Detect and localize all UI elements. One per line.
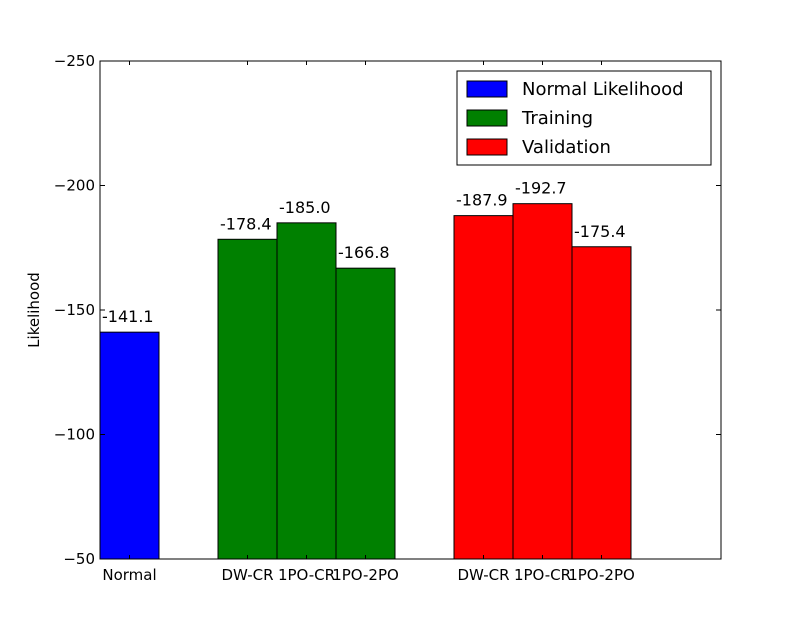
x-tick-label: DW-CR (457, 566, 509, 584)
legend-swatch-normal-likelihood (466, 80, 508, 98)
bar-value-label: -185.0 (279, 198, 331, 217)
x-tick-label: 1PO-2PO (332, 566, 399, 584)
bar-normal-likelihood-normal (99, 331, 160, 560)
x-tick-label: Normal (102, 566, 156, 584)
bar-validation-1po-2po (571, 246, 632, 560)
x-tick-label: 1PO-CR (278, 566, 335, 584)
y-tick-label: −150 (54, 301, 95, 319)
bar-value-label: -192.7 (515, 179, 567, 198)
bar-value-label: -178.4 (220, 214, 272, 233)
legend-label-training: Training (521, 108, 593, 129)
y-tick-label: −250 (54, 52, 95, 70)
bar-training-1po-cr (276, 222, 337, 560)
y-axis-ticks: −250 −200 −150 −100 −50 (54, 52, 721, 568)
legend-label-normal-likelihood: Normal Likelihood (522, 79, 684, 100)
bar-labels-group: -141.1 -178.4 -185.0 -166.8 -187.9 -192.7 -175… (102, 179, 626, 326)
legend-label-validation: Validation (522, 137, 611, 158)
bar-value-label: -187.9 (456, 191, 508, 210)
legend-swatch-validation (466, 138, 508, 156)
y-tick-label: −200 (54, 177, 95, 195)
bar-value-label: -166.8 (338, 243, 390, 262)
bars-group (99, 203, 632, 560)
bar-training-1po-2po (335, 267, 396, 560)
y-axis-label: Likelihood (25, 272, 43, 348)
y-tick-label: −50 (63, 550, 95, 568)
bar-value-label: -175.4 (574, 222, 626, 241)
bar-validation-dw-cr (453, 215, 514, 560)
x-tick-label: 1PO-2PO (568, 566, 635, 584)
x-tick-label: 1PO-CR (514, 566, 571, 584)
y-tick-label: −100 (54, 426, 95, 444)
legend-swatch-training (466, 109, 508, 127)
bar-training-dw-cr (217, 238, 278, 560)
bar-value-label: -141.1 (102, 307, 154, 326)
bar-validation-1po-cr (512, 203, 573, 560)
x-tick-label: DW-CR (221, 566, 273, 584)
legend: Normal Likelihood Training Validation (456, 70, 712, 166)
